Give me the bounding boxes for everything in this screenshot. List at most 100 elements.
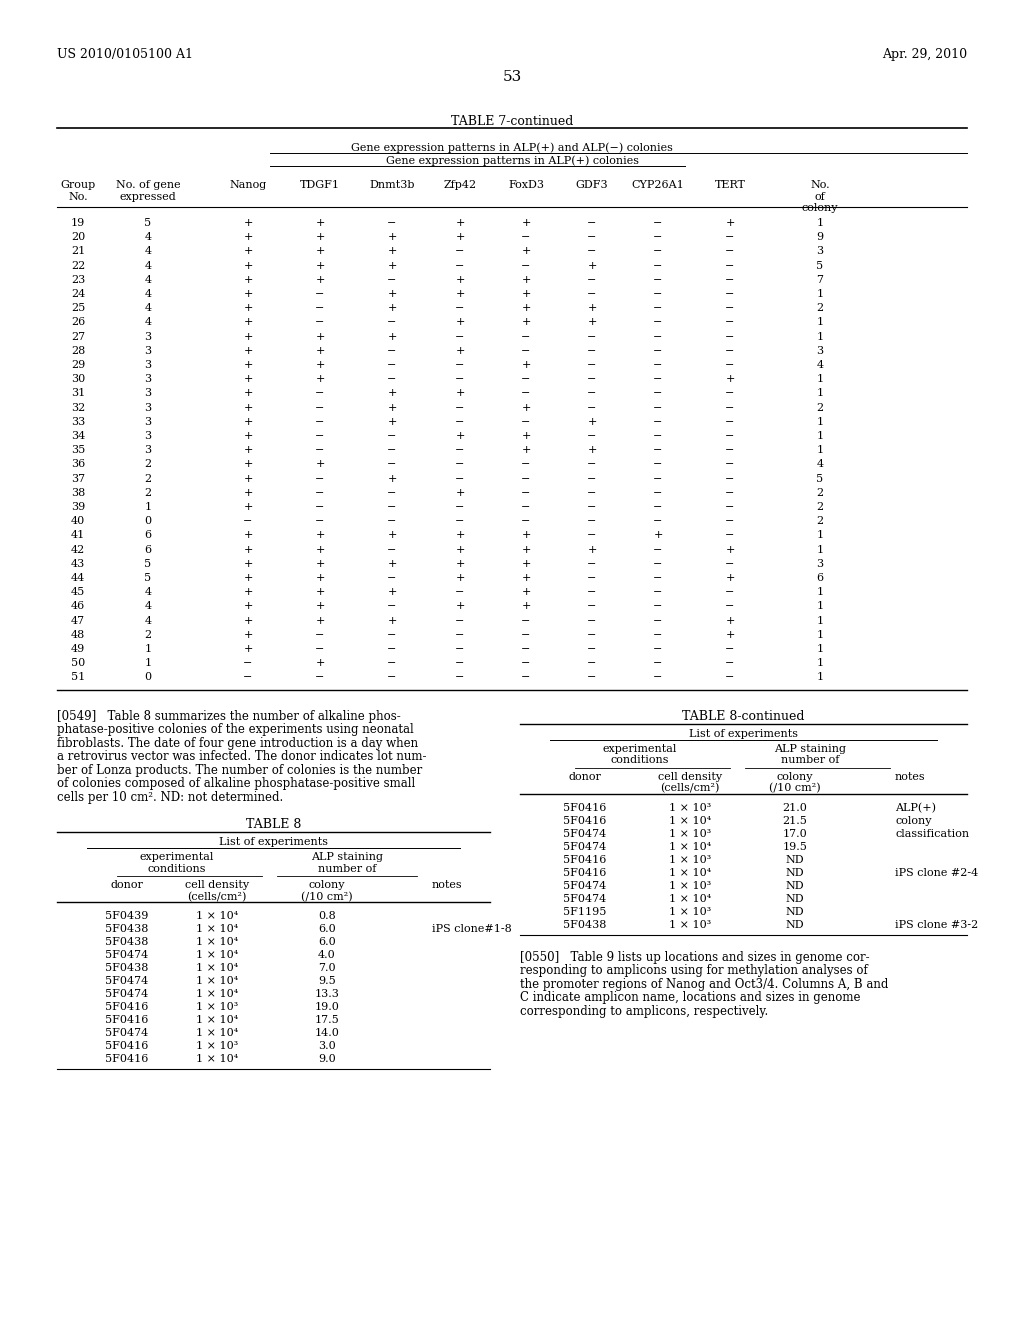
Text: 4: 4 xyxy=(144,615,152,626)
Text: 1 × 10⁴: 1 × 10⁴ xyxy=(196,1055,239,1064)
Text: 1 × 10³: 1 × 10³ xyxy=(196,1041,239,1051)
Text: −: − xyxy=(725,331,734,342)
Text: 3: 3 xyxy=(144,432,152,441)
Text: −: − xyxy=(725,432,734,441)
Text: ND: ND xyxy=(785,920,804,929)
Text: 1: 1 xyxy=(816,644,823,653)
Text: −: − xyxy=(725,417,734,426)
Text: −: − xyxy=(653,644,663,653)
Text: phatase-positive colonies of the experiments using neonatal: phatase-positive colonies of the experim… xyxy=(57,723,414,737)
Text: TDGF1: TDGF1 xyxy=(300,180,340,190)
Text: Zfp42: Zfp42 xyxy=(443,180,476,190)
Text: −: − xyxy=(456,659,465,668)
Text: +: + xyxy=(387,615,396,626)
Text: −: − xyxy=(521,331,530,342)
Text: 13.3: 13.3 xyxy=(314,989,339,999)
Text: 3: 3 xyxy=(144,374,152,384)
Text: 5: 5 xyxy=(816,474,823,483)
Text: 1: 1 xyxy=(816,374,823,384)
Text: 36: 36 xyxy=(71,459,85,470)
Text: 22: 22 xyxy=(71,260,85,271)
Text: +: + xyxy=(456,289,465,300)
Text: −: − xyxy=(653,218,663,228)
Text: −: − xyxy=(588,388,597,399)
Text: −: − xyxy=(387,516,396,527)
Text: −: − xyxy=(653,445,663,455)
Text: +: + xyxy=(244,615,253,626)
Text: +: + xyxy=(244,459,253,470)
Text: −: − xyxy=(653,374,663,384)
Text: +: + xyxy=(521,432,530,441)
Text: 3: 3 xyxy=(144,360,152,370)
Text: 40: 40 xyxy=(71,516,85,527)
Text: 1: 1 xyxy=(816,531,823,540)
Text: −: − xyxy=(315,488,325,498)
Text: −: − xyxy=(725,672,734,682)
Text: −: − xyxy=(725,516,734,527)
Text: 27: 27 xyxy=(71,331,85,342)
Text: +: + xyxy=(387,417,396,426)
Text: −: − xyxy=(653,317,663,327)
Text: 1 × 10³: 1 × 10³ xyxy=(669,920,711,929)
Text: −: − xyxy=(588,644,597,653)
Text: 1: 1 xyxy=(144,644,152,653)
Text: −: − xyxy=(588,360,597,370)
Text: −: − xyxy=(456,331,465,342)
Text: cell density
(cells/cm²): cell density (cells/cm²) xyxy=(185,880,249,902)
Text: responding to amplicons using for methylation analyses of: responding to amplicons using for methyl… xyxy=(520,964,867,977)
Text: Gene expression patterns in ALP(+) colonies: Gene expression patterns in ALP(+) colon… xyxy=(385,154,639,165)
Text: +: + xyxy=(315,360,325,370)
Text: 7: 7 xyxy=(816,275,823,285)
Text: +: + xyxy=(244,587,253,597)
Text: 2: 2 xyxy=(144,459,152,470)
Text: 5F0438: 5F0438 xyxy=(105,937,148,946)
Text: −: − xyxy=(521,502,530,512)
Text: −: − xyxy=(521,516,530,527)
Text: 1 × 10³: 1 × 10³ xyxy=(669,907,711,916)
Text: −: − xyxy=(315,502,325,512)
Text: −: − xyxy=(653,275,663,285)
Text: 4: 4 xyxy=(144,289,152,300)
Text: +: + xyxy=(456,346,465,356)
Text: 37: 37 xyxy=(71,474,85,483)
Text: −: − xyxy=(588,488,597,498)
Text: 6: 6 xyxy=(144,545,152,554)
Text: +: + xyxy=(387,304,396,313)
Text: −: − xyxy=(725,659,734,668)
Text: 2: 2 xyxy=(816,403,823,413)
Text: −: − xyxy=(725,289,734,300)
Text: −: − xyxy=(387,432,396,441)
Text: cells per 10 cm². ND: not determined.: cells per 10 cm². ND: not determined. xyxy=(57,791,284,804)
Text: −: − xyxy=(387,360,396,370)
Text: +: + xyxy=(387,232,396,242)
Text: 6.0: 6.0 xyxy=(318,924,336,935)
Text: ND: ND xyxy=(785,854,804,865)
Text: −: − xyxy=(244,672,253,682)
Text: 17.0: 17.0 xyxy=(782,829,807,838)
Text: 5F0416: 5F0416 xyxy=(105,1015,148,1026)
Text: −: − xyxy=(653,360,663,370)
Text: 29: 29 xyxy=(71,360,85,370)
Text: 3.0: 3.0 xyxy=(318,1041,336,1051)
Text: −: − xyxy=(588,659,597,668)
Text: −: − xyxy=(725,275,734,285)
Text: +: + xyxy=(315,587,325,597)
Text: List of experiments: List of experiments xyxy=(219,837,328,847)
Text: ND: ND xyxy=(785,880,804,891)
Text: 2: 2 xyxy=(816,304,823,313)
Text: 1 × 10⁴: 1 × 10⁴ xyxy=(196,1015,239,1026)
Text: ALP(+): ALP(+) xyxy=(895,803,936,813)
Text: −: − xyxy=(725,459,734,470)
Text: C indicate amplicon name, locations and sizes in genome: C indicate amplicon name, locations and … xyxy=(520,991,860,1005)
Text: −: − xyxy=(244,659,253,668)
Text: +: + xyxy=(521,360,530,370)
Text: TERT: TERT xyxy=(715,180,745,190)
Text: 5F0474: 5F0474 xyxy=(563,894,606,904)
Text: 1: 1 xyxy=(816,445,823,455)
Text: 51: 51 xyxy=(71,672,85,682)
Text: −: − xyxy=(521,672,530,682)
Text: of colonies composed of alkaline phosphatase-positive small: of colonies composed of alkaline phospha… xyxy=(57,777,416,791)
Text: −: − xyxy=(387,346,396,356)
Text: colony: colony xyxy=(895,816,932,825)
Text: 5F0416: 5F0416 xyxy=(563,854,606,865)
